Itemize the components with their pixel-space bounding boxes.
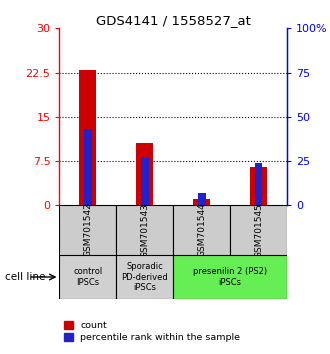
Bar [116,205,173,255]
Bar [173,205,230,255]
Text: Sporadic
PD-derived
iPSCs: Sporadic PD-derived iPSCs [121,262,168,292]
Bar [59,255,116,299]
Bar [141,158,148,205]
Bar [59,205,116,255]
Bar [198,193,206,205]
Text: control
IPSCs: control IPSCs [73,267,103,287]
Text: GSM701542: GSM701542 [83,203,92,257]
Bar [136,143,153,205]
Text: GSM701543: GSM701543 [140,202,149,258]
Bar [173,255,287,299]
Bar [84,129,92,205]
Bar [250,167,267,205]
Legend: count, percentile rank within the sample: count, percentile rank within the sample [64,321,240,342]
Text: GSM701545: GSM701545 [254,202,263,258]
Title: GDS4141 / 1558527_at: GDS4141 / 1558527_at [96,14,251,27]
Bar [193,199,210,205]
Text: GSM701544: GSM701544 [197,203,206,257]
Text: cell line: cell line [5,272,45,282]
Bar [255,163,262,205]
Bar [116,255,173,299]
Bar [230,205,287,255]
Text: presenilin 2 (PS2)
iPSCs: presenilin 2 (PS2) iPSCs [193,267,267,287]
Bar [79,70,96,205]
